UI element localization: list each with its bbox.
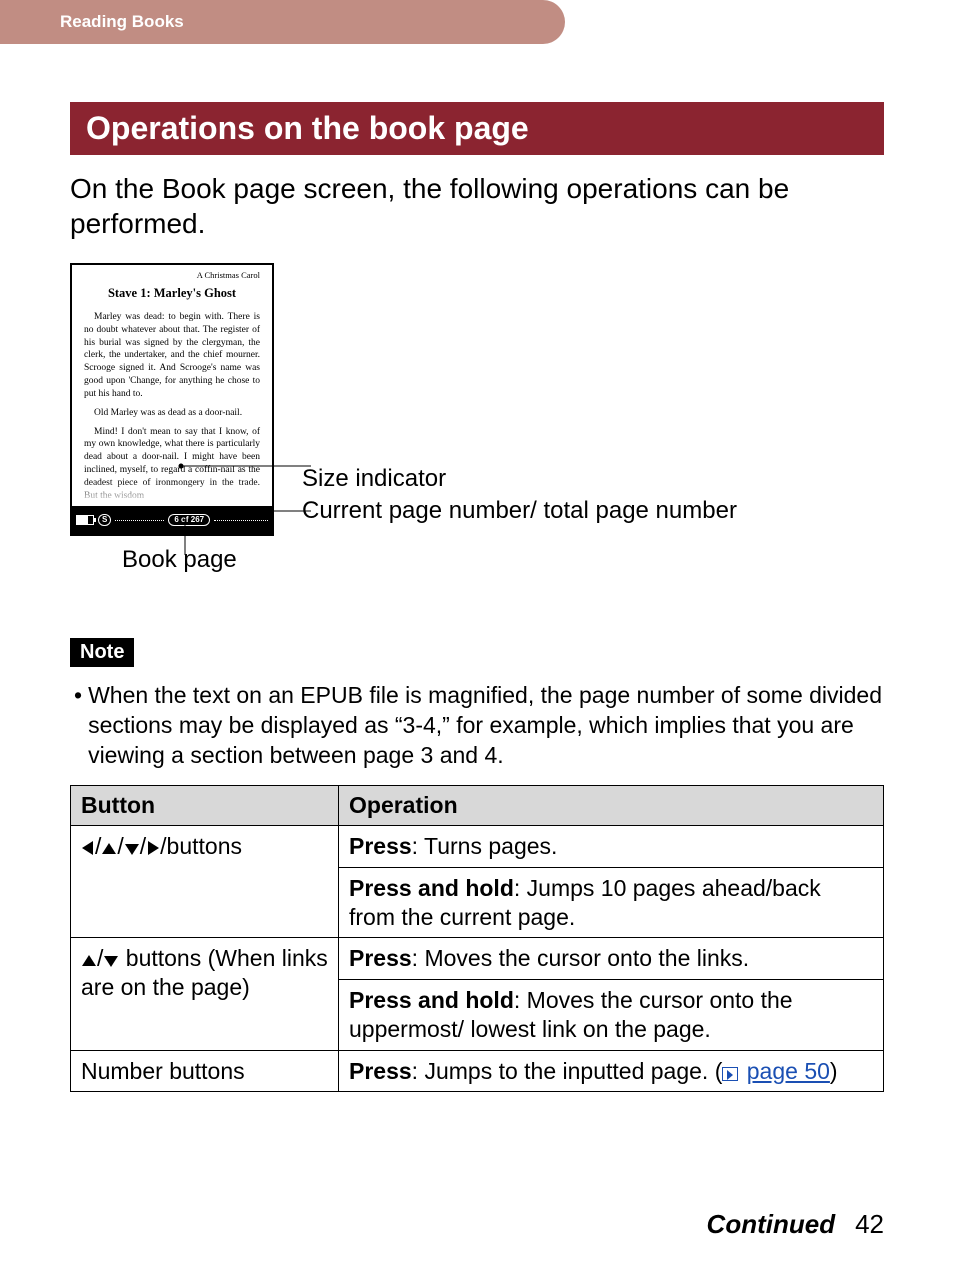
table-header-operation: Operation <box>339 786 884 826</box>
op-text-end: ) <box>830 1058 838 1084</box>
table-cell-button: ////buttons <box>71 826 339 938</box>
table-header-button: Button <box>71 786 339 826</box>
header-section-label: Reading Books <box>60 12 184 32</box>
size-indicator: S <box>98 514 111 526</box>
ereader-mockup: A Christmas Carol Stave 1: Marley's Ghos… <box>70 263 274 536</box>
op-bold: Press <box>349 1058 412 1084</box>
figure-row: A Christmas Carol Stave 1: Marley's Ghos… <box>70 263 884 536</box>
table-cell-button: Number buttons <box>71 1050 339 1092</box>
ereader-paragraph: Mind! I don't mean to say that I know, o… <box>84 426 260 503</box>
ereader-statusbar: S 6 of 267 <box>72 506 272 534</box>
op-text: : Turns pages. <box>412 833 558 859</box>
callout-bookpage: Book page <box>122 546 884 574</box>
table-cell-button: / buttons (When links are on the page) <box>71 938 339 1050</box>
battery-icon <box>76 515 94 525</box>
note-text: When the text on an EPUB file is magnifi… <box>88 681 884 771</box>
table-cell-operation: Press: Turns pages. <box>339 826 884 868</box>
page-number: 42 <box>855 1209 884 1239</box>
page-link-icon[interactable] <box>722 1067 738 1081</box>
continued-label: Continued <box>707 1209 836 1239</box>
arrow-down-icon <box>124 842 140 856</box>
op-text: : Moves the cursor onto the links. <box>412 945 750 971</box>
table-cell-operation: Press: Moves the cursor onto the links. <box>339 938 884 980</box>
page-link[interactable]: page 50 <box>747 1058 830 1084</box>
table-cell-operation: Press and hold: Moves the cursor onto th… <box>339 980 884 1051</box>
footer: Continued 42 <box>707 1209 884 1240</box>
op-bold: Press and hold <box>349 987 514 1013</box>
arrow-right-icon <box>146 840 160 856</box>
note-badge: Note <box>70 638 134 667</box>
ereader-book-title: A Christmas Carol <box>84 270 260 280</box>
operations-table: Button Operation ////buttons Press: Turn… <box>70 785 884 1092</box>
op-bold: Press <box>349 833 412 859</box>
arrow-up-icon <box>81 954 97 968</box>
note-bullet: • When the text on an EPUB file is magni… <box>70 681 884 771</box>
header-bar: Reading Books <box>0 0 565 44</box>
bullet-icon: • <box>74 681 82 771</box>
op-bold: Press <box>349 945 412 971</box>
arrow-up-icon <box>101 842 117 856</box>
ereader-chapter: Stave 1: Marley's Ghost <box>84 286 260 301</box>
progress-line <box>115 520 164 521</box>
progress-line <box>214 520 268 521</box>
arrow-left-icon <box>81 840 95 856</box>
arrow-down-icon <box>103 954 119 968</box>
callout-labels: Size indicator Current page number/ tota… <box>302 263 737 528</box>
note-section: Note • When the text on an EPUB file is … <box>70 638 884 1092</box>
op-text: : Jumps to the inputted page. ( <box>412 1058 723 1084</box>
table-cell-operation: Press and hold: Jumps 10 pages ahead/bac… <box>339 867 884 938</box>
ereader-paragraph: Marley was dead: to begin with. There is… <box>84 311 260 401</box>
page-indicator: 6 of 267 <box>168 514 210 526</box>
table-cell-operation: Press: Jumps to the inputted page. ( pag… <box>339 1050 884 1092</box>
callout-size: Size indicator <box>302 463 737 495</box>
intro-text: On the Book page screen, the following o… <box>70 171 884 241</box>
callout-page: Current page number/ total page number <box>302 495 737 527</box>
content: Operations on the book page On the Book … <box>0 44 954 1092</box>
ereader-paragraph: Old Marley was as dead as a door-nail. <box>84 407 260 420</box>
section-title: Operations on the book page <box>70 102 884 155</box>
op-bold: Press and hold <box>349 875 514 901</box>
table-cell-text: /buttons <box>160 833 242 859</box>
